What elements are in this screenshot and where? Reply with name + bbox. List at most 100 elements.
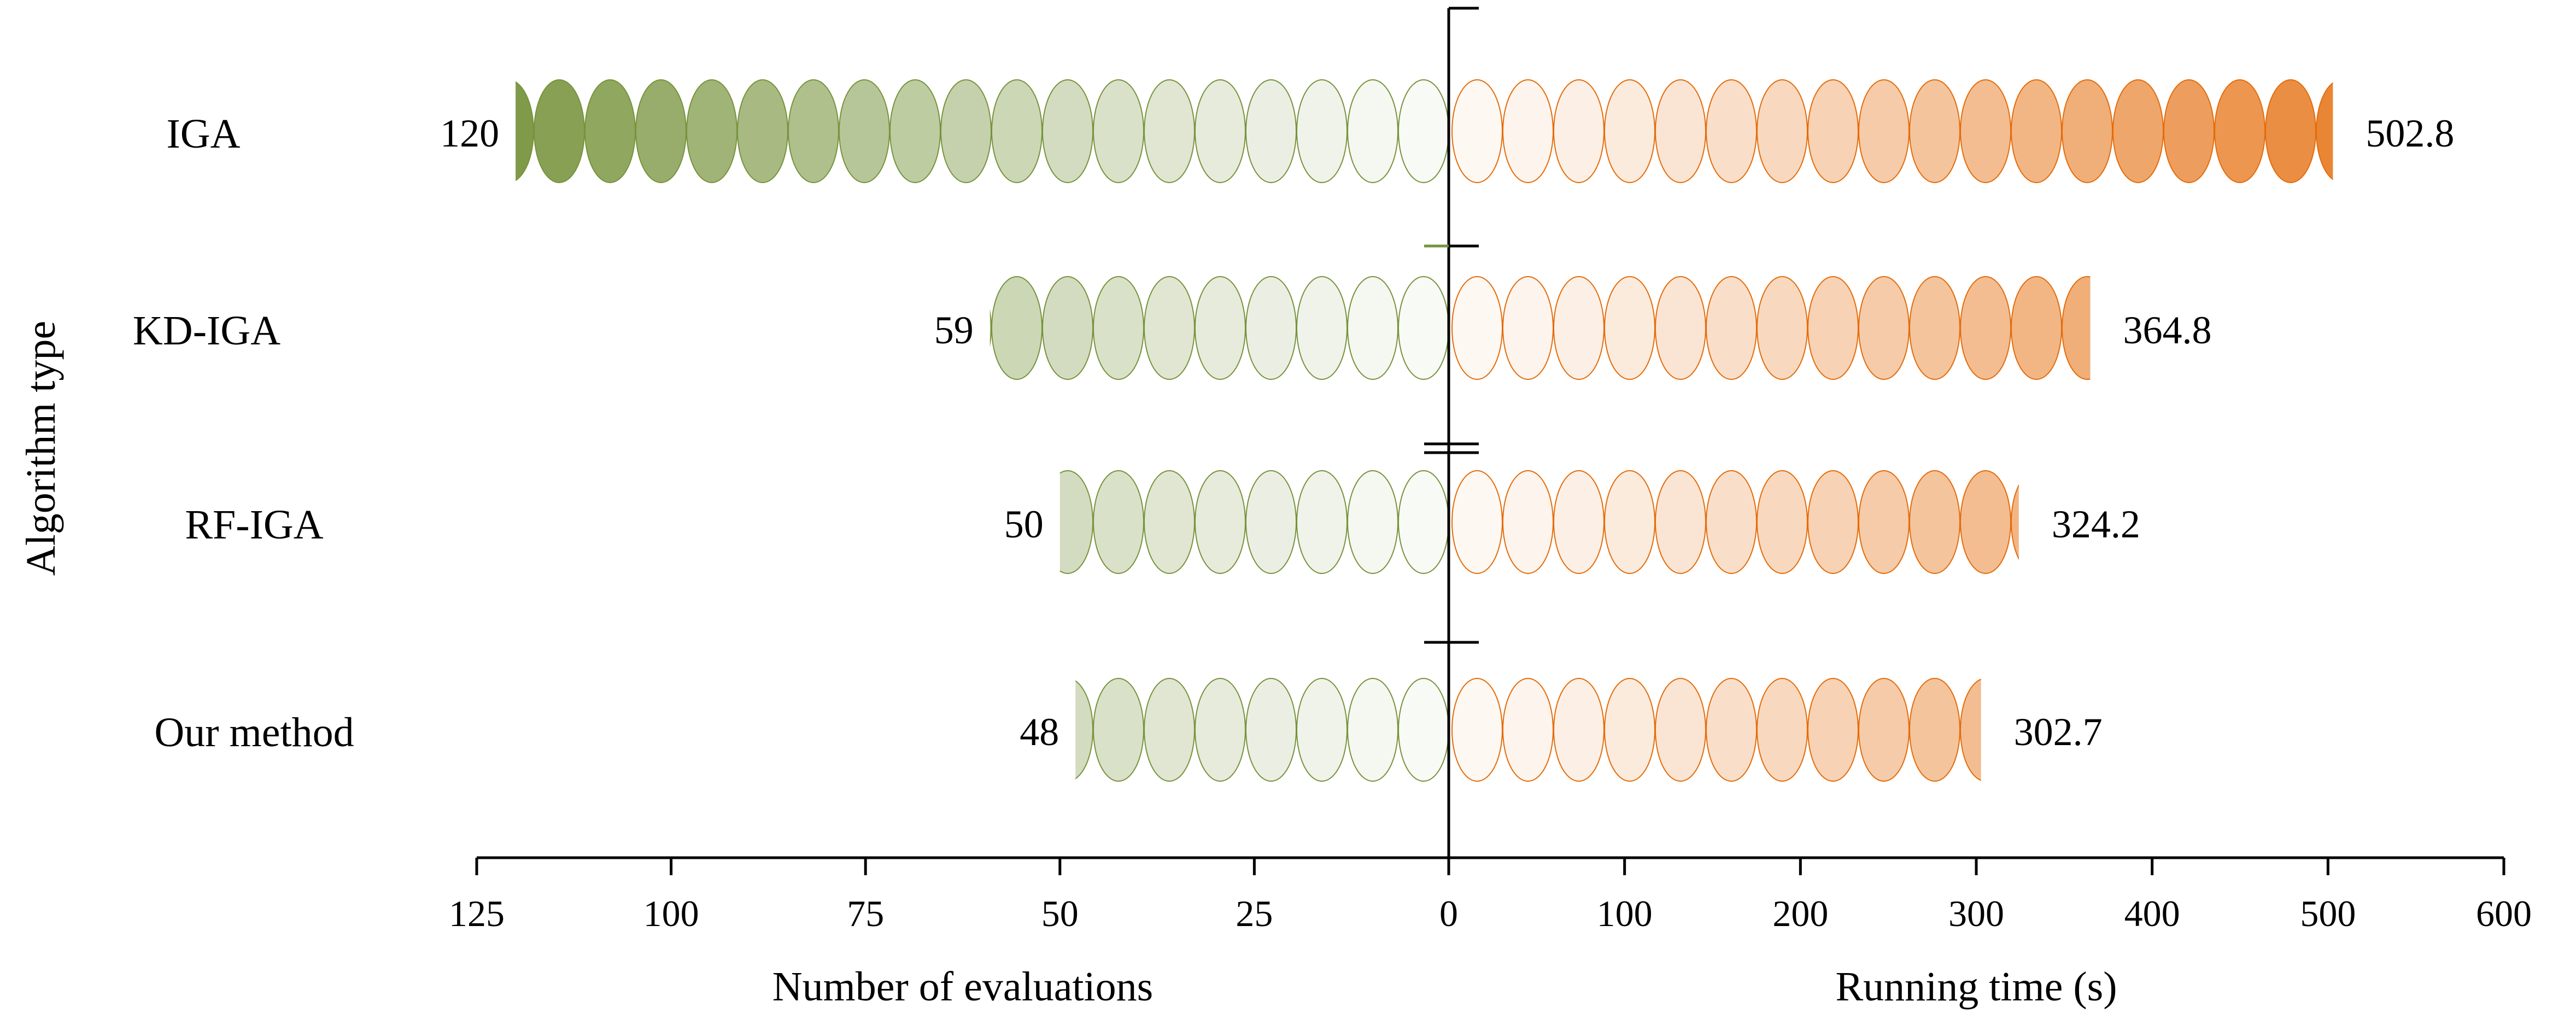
token-right-iga [1757,79,1808,183]
token-left-iga [1195,79,1246,183]
token-right-kd-iga [1655,276,1706,380]
token-right-rf-iga [1807,470,1859,574]
token-left-rf-iga [1144,470,1195,574]
token-left-iga [788,79,839,183]
token-right-iga [1604,79,1655,183]
token-right-kd-iga [2062,276,2091,380]
token-left-iga [686,79,737,183]
value-label-left-our-method: 48 [1020,710,1059,754]
token-left-our-method [1347,678,1398,782]
token-right-rf-iga [1553,470,1605,574]
token-right-our-method [1502,678,1554,782]
bar-right-rf-iga [1451,470,2019,574]
value-label-right-kd-iga: 364.8 [2123,308,2211,352]
token-left-iga [1144,79,1195,183]
token-right-our-method [1909,678,1960,782]
token-left-iga [991,79,1043,183]
tick-label-left: 125 [449,893,505,934]
token-right-kd-iga [1553,276,1605,380]
token-right-kd-iga [1706,276,1757,380]
token-right-our-method [1960,678,1981,781]
token-left-rf-iga [1245,470,1297,574]
token-right-our-method [1604,678,1655,782]
category-label-our-method: Our method [154,710,354,755]
token-left-kd-iga [1296,276,1348,380]
token-right-kd-iga [1858,276,1910,380]
token-right-kd-iga [1757,276,1808,380]
token-right-rf-iga [1960,470,2011,574]
value-label-left-kd-iga: 59 [934,308,974,352]
token-right-iga [2265,79,2316,183]
token-left-iga [516,81,534,181]
token-left-rf-iga [1093,470,1144,574]
token-right-iga [1706,79,1757,183]
value-label-left-rf-iga: 50 [1004,502,1044,546]
token-left-iga [940,79,992,183]
token-left-kd-iga [1245,276,1297,380]
axes-layer [475,7,2505,875]
token-left-iga [1093,79,1144,183]
token-left-kd-iga [1347,276,1398,380]
token-right-our-method [1858,678,1910,782]
token-left-iga [889,79,941,183]
value-label-right-rf-iga: 324.2 [2052,502,2140,546]
token-left-our-method [1075,680,1093,780]
token-left-rf-iga [1398,470,1449,574]
tick-label-right: 400 [2124,893,2180,934]
bar-left-rf-iga [1059,470,1449,574]
token-right-our-method [1757,678,1808,782]
token-right-rf-iga [1706,470,1757,574]
token-right-rf-iga [1655,470,1706,574]
token-right-our-method [1807,678,1859,782]
token-right-rf-iga [1451,470,1503,574]
tick-label-right: 600 [2476,893,2532,934]
token-right-iga [2062,79,2113,183]
tick-label-left: 0 [1439,893,1458,934]
token-right-kd-iga [1807,276,1859,380]
bar-right-kd-iga [1451,276,2091,380]
token-right-kd-iga [1909,276,1960,380]
tick-label-left: 100 [643,893,699,934]
token-right-iga [1909,79,1960,183]
tick-label-right: 100 [1597,893,1653,934]
bar-left-iga [516,79,1449,183]
token-left-iga [839,79,890,183]
token-right-kd-iga [1502,276,1554,380]
token-right-iga [1807,79,1859,183]
bar-right-our-method [1451,678,1981,782]
token-left-kd-iga [1144,276,1195,380]
tick-label-right: 200 [1772,893,1828,934]
token-left-rf-iga [1195,470,1246,574]
token-right-iga [1655,79,1706,183]
token-right-iga [1858,79,1910,183]
bar-right-iga [1451,79,2333,183]
tick-label-left: 75 [847,893,884,934]
labels-layer: 120 502.8 IGA 59 364.8 KD-IGA 50 324.2 RF-IGA 48 3… [18,111,2532,1010]
x-axis-title-right: Running time (s) [1835,964,2117,1010]
token-right-iga [1553,79,1605,183]
token-left-kd-iga [1042,276,1093,380]
token-left-rf-iga [1347,470,1398,574]
token-left-kd-iga [1398,276,1449,380]
token-right-iga [2112,79,2164,183]
tick-label-right: 500 [2300,893,2356,934]
token-left-rf-iga [1059,470,1093,574]
token-right-kd-iga [1451,276,1503,380]
token-left-iga [584,79,636,183]
token-right-kd-iga [2011,276,2062,380]
token-left-kd-iga [1195,276,1246,380]
bar-left-our-method [1075,678,1449,782]
token-left-iga [1296,79,1348,183]
token-right-iga [2316,82,2333,180]
token-left-our-method [1195,678,1246,782]
token-right-kd-iga [1960,276,2011,380]
value-label-right-our-method: 302.7 [2014,710,2103,754]
y-axis-title: Algorithm type [18,321,64,576]
bar-left-kd-iga [990,276,1449,380]
value-label-right-iga: 502.8 [2366,112,2454,155]
token-right-iga [1960,79,2011,183]
token-right-our-method [1655,678,1706,782]
token-right-rf-iga [1858,470,1910,574]
bars-layer [516,79,2333,782]
